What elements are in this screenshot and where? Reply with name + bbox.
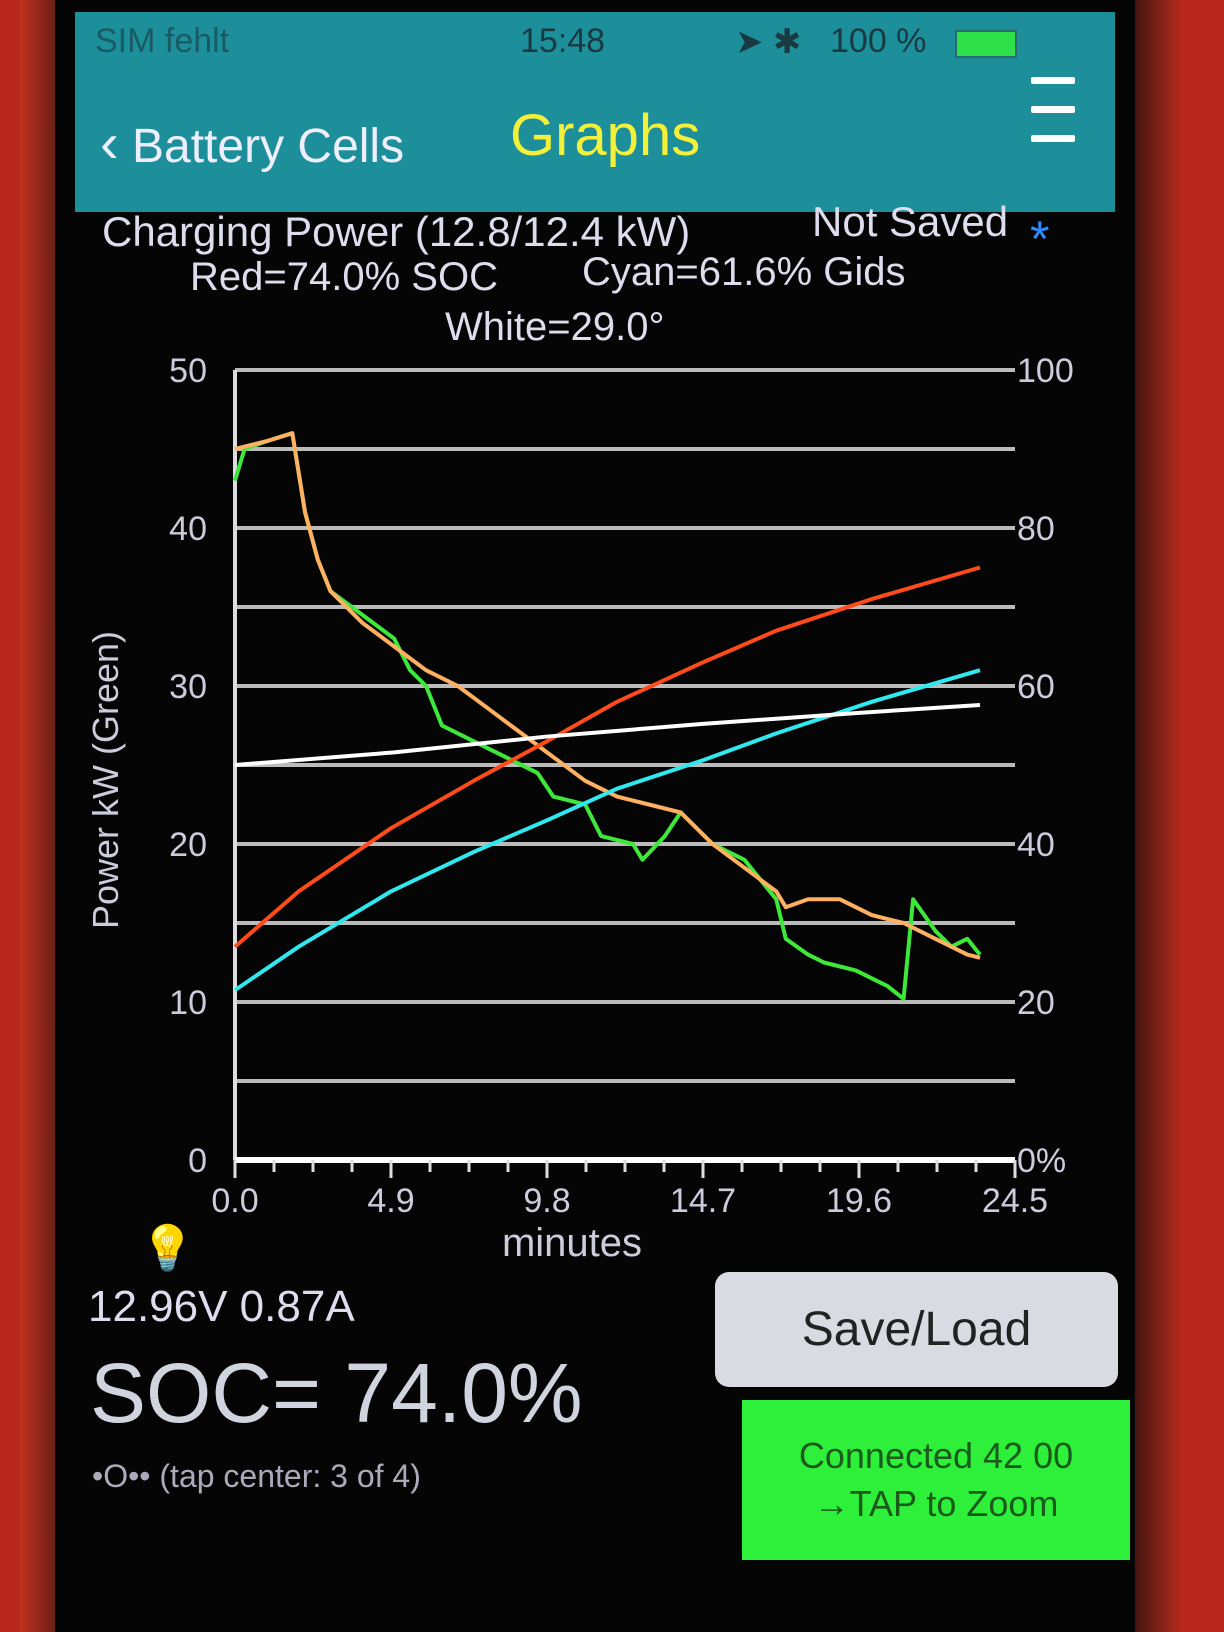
- y2-tick-label: 20: [1017, 984, 1055, 1022]
- page-indicator[interactable]: •O•• (tap center: 3 of 4): [92, 1458, 421, 1494]
- x-tick-label: 14.7: [670, 1182, 736, 1220]
- charging-chart[interactable]: 0.0 4.9 9.8 14.7 19.6 24.5 0 10 20 30 40 50 0% 20 40 60…: [0, 0, 1224, 1270]
- menu-icon[interactable]: [1031, 77, 1075, 164]
- soc-readout: SOC= 74.0%: [90, 1346, 583, 1440]
- voltage-current-readout: 12.96V 0.87A: [88, 1282, 355, 1331]
- x-tick-label: 19.6: [826, 1182, 892, 1220]
- white-series-line: [234, 702, 981, 767]
- x-axis-label: minutes: [502, 1221, 642, 1265]
- save-load-button[interactable]: Save/Load: [715, 1272, 1118, 1387]
- back-label: Battery Cells: [132, 120, 405, 173]
- x-tick-label: 4.9: [367, 1182, 414, 1220]
- connection-status: Connected 42 00: [798, 1435, 1074, 1476]
- cyan-series-line: [233, 668, 981, 992]
- red-legend: Red=74.0% SOC: [190, 255, 498, 299]
- charging-power-label: Charging Power (12.8/12.4 kW): [102, 208, 691, 255]
- x-tick-label: 24.5: [982, 1182, 1048, 1220]
- back-button[interactable]: ‹ Battery Cells: [100, 110, 404, 175]
- orange-series-line: [234, 431, 981, 960]
- save-state-label: Not Saved: [812, 198, 1009, 245]
- y-axis-label: Power kW (Green): [85, 631, 126, 929]
- unsaved-marker: *: [1030, 211, 1050, 267]
- battery-icon: [955, 30, 1017, 58]
- y-tick-label: 30: [169, 668, 207, 706]
- save-load-label: Save/Load: [801, 1303, 1032, 1356]
- y2-tick-label: 100: [1017, 352, 1074, 390]
- y2-tick-label: 60: [1017, 668, 1055, 706]
- y-tick-label: 10: [169, 984, 207, 1022]
- page-title: Graphs: [510, 103, 701, 168]
- y-tick-label: 0: [188, 1142, 207, 1180]
- y2-tick-label: 40: [1017, 826, 1055, 864]
- nav-header: SIM fehlt 15:48 ➤ ✱ 100 % ‹ Battery Cell…: [75, 12, 1115, 212]
- connection-zoom-button[interactable]: Connected 42 00 →TAP to Zoom: [742, 1400, 1130, 1560]
- x-tick-label: 0.0: [211, 1182, 258, 1220]
- lightbulb-icon: 💡: [140, 1224, 195, 1273]
- y2-tick-label: 80: [1017, 510, 1055, 548]
- carrier-label: SIM fehlt: [95, 22, 230, 60]
- battery-percent: 100 %: [830, 22, 927, 60]
- y2-tick-label: 0%: [1017, 1142, 1066, 1180]
- y-tick-label: 20: [169, 826, 207, 864]
- tap-zoom-label: →TAP to Zoom: [813, 1483, 1059, 1524]
- chevron-left-icon: ‹: [100, 111, 119, 174]
- y-tick-label: 40: [169, 510, 207, 548]
- red-series-line: [233, 565, 981, 949]
- x-tick-label: 9.8: [523, 1182, 570, 1220]
- clock: 15:48: [520, 22, 606, 60]
- y-tick-label: 50: [169, 352, 207, 390]
- cyan-legend: Cyan=61.6% Gids: [582, 250, 906, 294]
- white-legend: White=29.0°: [445, 305, 665, 349]
- location-bluetooth-icon: ➤ ✱: [735, 23, 802, 61]
